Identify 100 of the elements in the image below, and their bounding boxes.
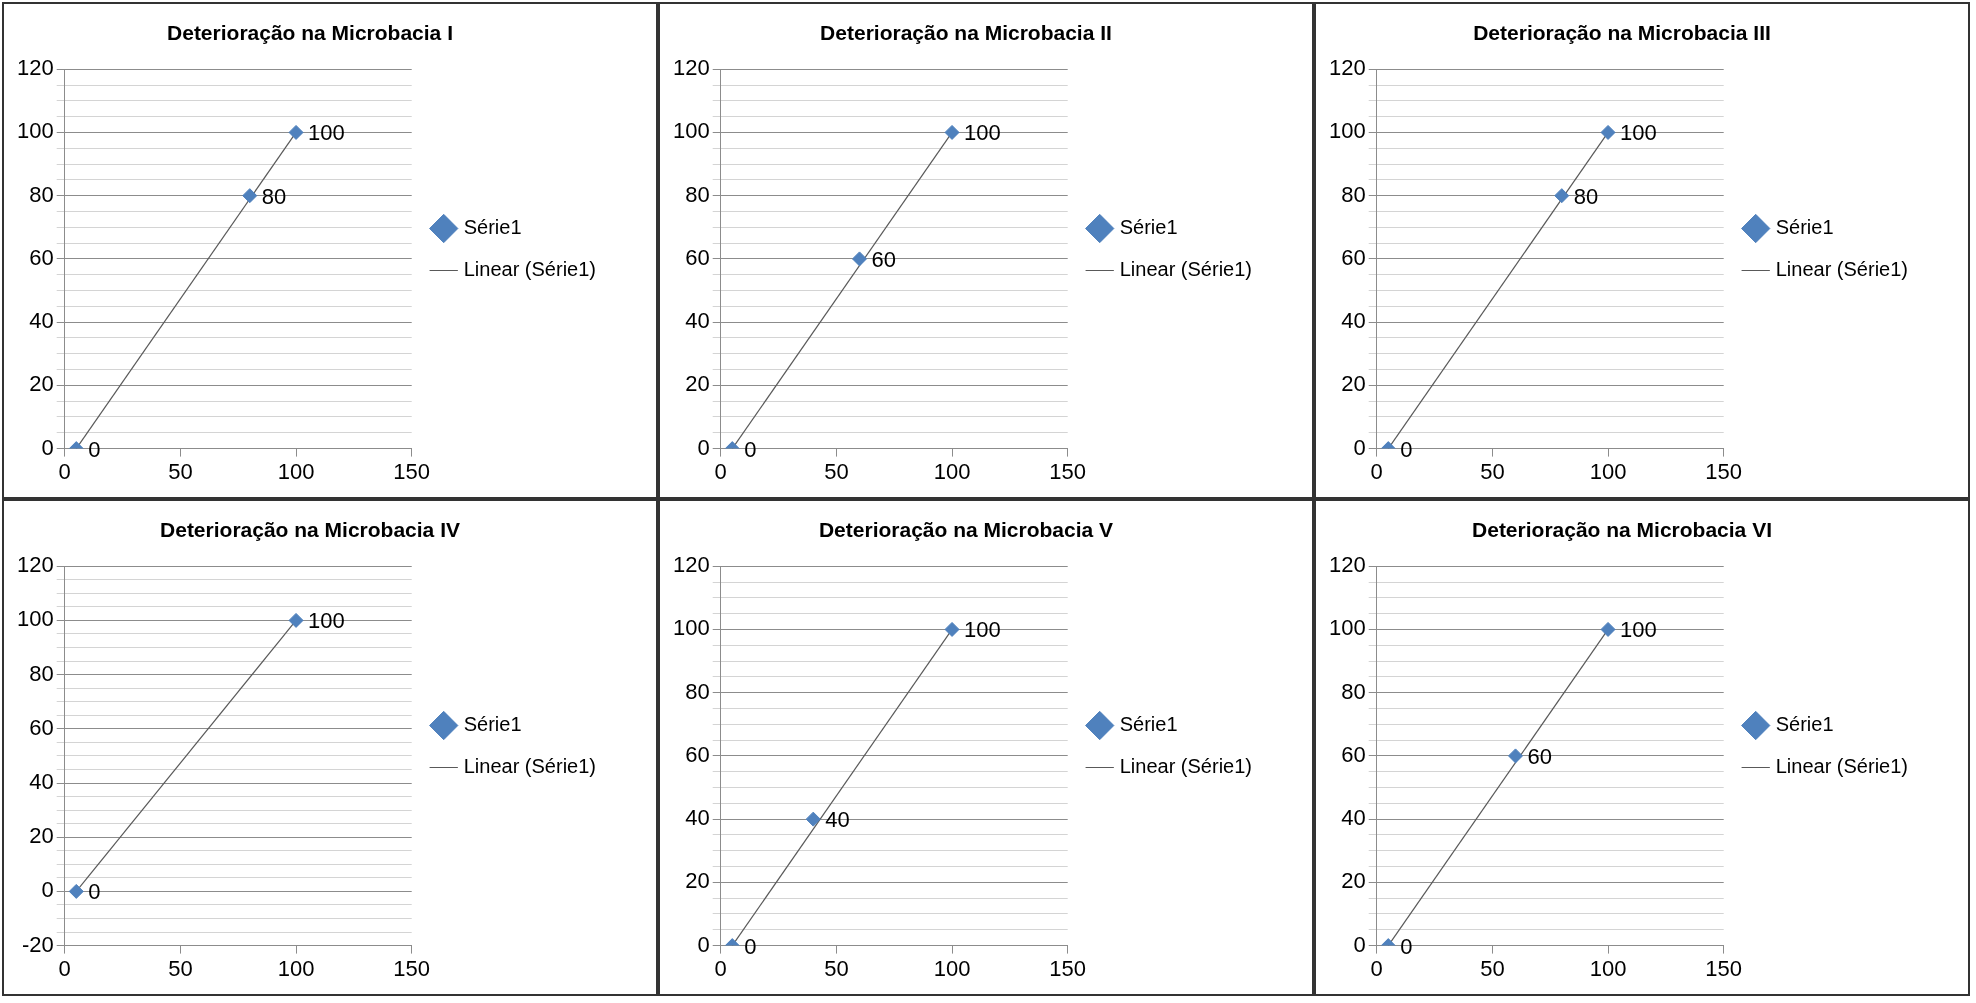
x-tick-label: 150 bbox=[1049, 955, 1087, 981]
chart-title: Deterioração na Microbacia IV bbox=[160, 518, 460, 542]
x-tick-label: 50 bbox=[168, 955, 193, 981]
x-tick-label: 0 bbox=[1370, 955, 1383, 981]
x-tick-label: 150 bbox=[393, 458, 431, 484]
legend-label: Série1 bbox=[463, 713, 522, 736]
x-tick-label: 150 bbox=[1049, 458, 1087, 484]
y-tick-label: 80 bbox=[685, 181, 710, 207]
x-tick-label: 100 bbox=[1589, 458, 1627, 484]
y-tick-label: 60 bbox=[685, 244, 710, 270]
y-tick-label: 20 bbox=[685, 371, 710, 397]
y-tick-label: 60 bbox=[685, 741, 710, 767]
x-tick-label: 0 bbox=[58, 955, 71, 981]
legend-label: Linear (Série1) bbox=[1775, 755, 1909, 778]
y-tick-label: 40 bbox=[685, 308, 710, 334]
y-tick-label: 40 bbox=[29, 308, 54, 334]
y-tick-label: 40 bbox=[1341, 308, 1366, 334]
y-tick-label: 100 bbox=[672, 615, 710, 641]
y-tick-label: 20 bbox=[685, 868, 710, 894]
x-tick-label: 150 bbox=[393, 955, 431, 981]
y-tick-label: 80 bbox=[29, 660, 54, 686]
legend-label: Linear (Série1) bbox=[463, 258, 597, 281]
y-tick-label: 120 bbox=[1328, 55, 1366, 81]
x-tick-label: 50 bbox=[168, 458, 193, 484]
y-tick-label: 100 bbox=[16, 118, 54, 144]
y-tick-label: 60 bbox=[29, 244, 54, 270]
y-tick-label: 100 bbox=[1328, 615, 1366, 641]
x-tick-label: 50 bbox=[1480, 955, 1505, 981]
x-tick-label: 0 bbox=[714, 955, 727, 981]
chart-title: Deterioração na Microbacia VI bbox=[1472, 518, 1772, 542]
data-label: 60 bbox=[1527, 743, 1552, 769]
y-tick-label: 120 bbox=[16, 55, 54, 81]
data-label: 100 bbox=[964, 617, 1001, 643]
x-tick-label: 0 bbox=[1370, 458, 1383, 484]
y-tick-label: 0 bbox=[41, 877, 54, 903]
data-label: 0 bbox=[1400, 436, 1413, 462]
chart-title: Deterioração na Microbacia V bbox=[818, 518, 1114, 542]
y-tick-label: 40 bbox=[29, 769, 54, 795]
data-label: 80 bbox=[261, 183, 287, 209]
data-label: 80 bbox=[1573, 183, 1599, 209]
y-tick-label: -20 bbox=[21, 931, 54, 957]
y-tick-label: 120 bbox=[16, 552, 54, 578]
y-tick-label: 20 bbox=[29, 823, 54, 849]
chart-title: Deterioração na Microbacia III bbox=[1473, 21, 1771, 45]
data-label: 100 bbox=[1620, 120, 1657, 146]
y-tick-label: 40 bbox=[685, 805, 710, 831]
y-tick-label: 100 bbox=[16, 606, 54, 632]
data-label: 100 bbox=[1620, 617, 1657, 643]
legend-label: Série1 bbox=[1119, 216, 1178, 239]
legend-label: Série1 bbox=[1119, 713, 1178, 736]
data-label: 100 bbox=[964, 120, 1001, 146]
y-tick-label: 100 bbox=[1328, 118, 1366, 144]
data-label: 0 bbox=[88, 436, 101, 462]
data-label: 0 bbox=[88, 879, 101, 905]
x-tick-label: 100 bbox=[277, 955, 315, 981]
x-tick-label: 100 bbox=[1589, 955, 1627, 981]
x-tick-label: 0 bbox=[714, 458, 727, 484]
y-tick-label: 60 bbox=[29, 714, 54, 740]
y-tick-label: 80 bbox=[685, 678, 710, 704]
point bbox=[242, 188, 258, 204]
y-tick-label: 0 bbox=[1353, 931, 1366, 957]
point bbox=[944, 124, 960, 140]
y-tick-label: 80 bbox=[1341, 181, 1366, 207]
data-label: 0 bbox=[744, 933, 757, 959]
y-tick-label: 20 bbox=[1341, 868, 1366, 894]
legend-label: Linear (Série1) bbox=[1119, 258, 1253, 281]
x-tick-label: 100 bbox=[933, 458, 971, 484]
x-tick-label: 0 bbox=[58, 458, 71, 484]
x-tick-label: 50 bbox=[824, 955, 849, 981]
data-label: 40 bbox=[825, 807, 850, 833]
chart-title: Deterioração na Microbacia I bbox=[167, 21, 453, 45]
y-tick-label: 60 bbox=[1341, 244, 1366, 270]
point bbox=[852, 251, 868, 267]
chart-title: Deterioração na Microbacia II bbox=[820, 21, 1112, 45]
data-label: 0 bbox=[1400, 933, 1413, 959]
data-label: 0 bbox=[744, 436, 757, 462]
y-tick-label: 60 bbox=[1341, 741, 1366, 767]
point bbox=[1554, 188, 1570, 204]
y-tick-label: 20 bbox=[1341, 371, 1366, 397]
x-tick-label: 100 bbox=[933, 955, 971, 981]
x-tick-label: 50 bbox=[1480, 458, 1505, 484]
x-tick-label: 150 bbox=[1705, 955, 1743, 981]
data-label: 100 bbox=[308, 608, 345, 634]
y-tick-label: 0 bbox=[41, 434, 54, 460]
y-tick-label: 0 bbox=[1353, 434, 1366, 460]
y-tick-label: 40 bbox=[1341, 805, 1366, 831]
legend-label: Série1 bbox=[1775, 216, 1834, 239]
point bbox=[1600, 124, 1616, 140]
y-tick-label: 80 bbox=[29, 181, 54, 207]
y-tick-label: 100 bbox=[672, 118, 710, 144]
y-tick-label: 0 bbox=[697, 931, 710, 957]
y-tick-label: 120 bbox=[672, 55, 710, 81]
data-label: 60 bbox=[871, 246, 896, 272]
point bbox=[288, 124, 304, 140]
x-tick-label: 50 bbox=[824, 458, 849, 484]
x-tick-label: 100 bbox=[277, 458, 315, 484]
x-tick-label: 150 bbox=[1705, 458, 1743, 484]
legend-label: Série1 bbox=[1775, 713, 1834, 736]
legend-label: Série1 bbox=[463, 216, 522, 239]
point bbox=[1508, 748, 1524, 764]
